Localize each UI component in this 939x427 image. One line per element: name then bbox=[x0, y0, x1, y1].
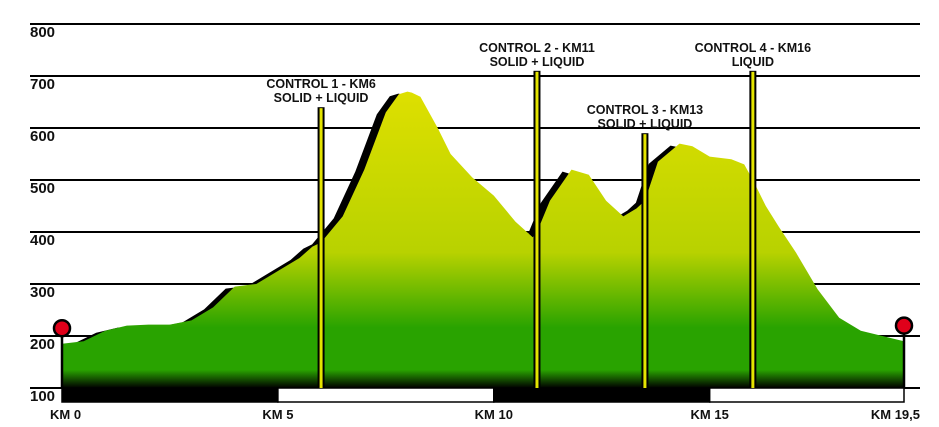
marker-dot bbox=[894, 316, 914, 335]
control-label-title: CONTROL 1 - KM6 bbox=[266, 77, 376, 91]
control-label-title: CONTROL 2 - KM11 bbox=[479, 41, 595, 55]
start-marker bbox=[52, 318, 72, 388]
distance-segment-2 bbox=[493, 387, 711, 403]
control-label-supply: LIQUID bbox=[732, 55, 774, 69]
control-line bbox=[643, 134, 647, 388]
distance-segment-0 bbox=[61, 387, 279, 403]
marker-dot bbox=[52, 318, 72, 338]
y-tick-label-400: 400 bbox=[30, 232, 55, 249]
x-tick-label-4: KM 19,5 bbox=[871, 407, 920, 422]
y-tick-label-600: 600 bbox=[30, 128, 55, 145]
distance-segment-3 bbox=[708, 387, 905, 403]
x-tick-label-2: KM 10 bbox=[475, 407, 513, 422]
finish-marker bbox=[894, 316, 914, 388]
distance-segment-1 bbox=[277, 387, 495, 403]
y-tick-label-500: 500 bbox=[30, 180, 55, 197]
x-tick-label-3: KM 15 bbox=[691, 407, 729, 422]
control-label-supply: SOLID + LIQUID bbox=[490, 55, 585, 69]
control-line bbox=[319, 108, 323, 388]
y-tick-label-800: 800 bbox=[30, 24, 55, 41]
control-label-supply: SOLID + LIQUID bbox=[274, 91, 369, 105]
endpoint-markers bbox=[52, 316, 914, 388]
control-label-title: CONTROL 3 - KM13 bbox=[587, 103, 703, 117]
y-tick-label-200: 200 bbox=[30, 336, 55, 353]
control-label-supply: SOLID + LIQUID bbox=[598, 117, 693, 131]
y-axis-ticks: 100 200 300 400 500 600 700 800 bbox=[30, 24, 55, 405]
x-axis-ticks: KM 0 KM 5 KM 10 KM 15 KM 19,5 bbox=[50, 407, 920, 422]
y-tick-label-700: 700 bbox=[30, 76, 55, 93]
control-line bbox=[535, 71, 539, 389]
control-line bbox=[751, 71, 755, 389]
profile-clip-group bbox=[62, 91, 904, 389]
y-tick-label-100: 100 bbox=[30, 388, 55, 405]
distance-bar bbox=[61, 387, 905, 403]
x-tick-label-0: KM 0 bbox=[50, 407, 81, 422]
x-tick-label-1: KM 5 bbox=[262, 407, 293, 422]
profile-area bbox=[62, 91, 904, 388]
profile-layer bbox=[62, 91, 904, 389]
control-label-title: CONTROL 4 - KM16 bbox=[695, 41, 811, 55]
y-tick-label-300: 300 bbox=[30, 284, 55, 301]
